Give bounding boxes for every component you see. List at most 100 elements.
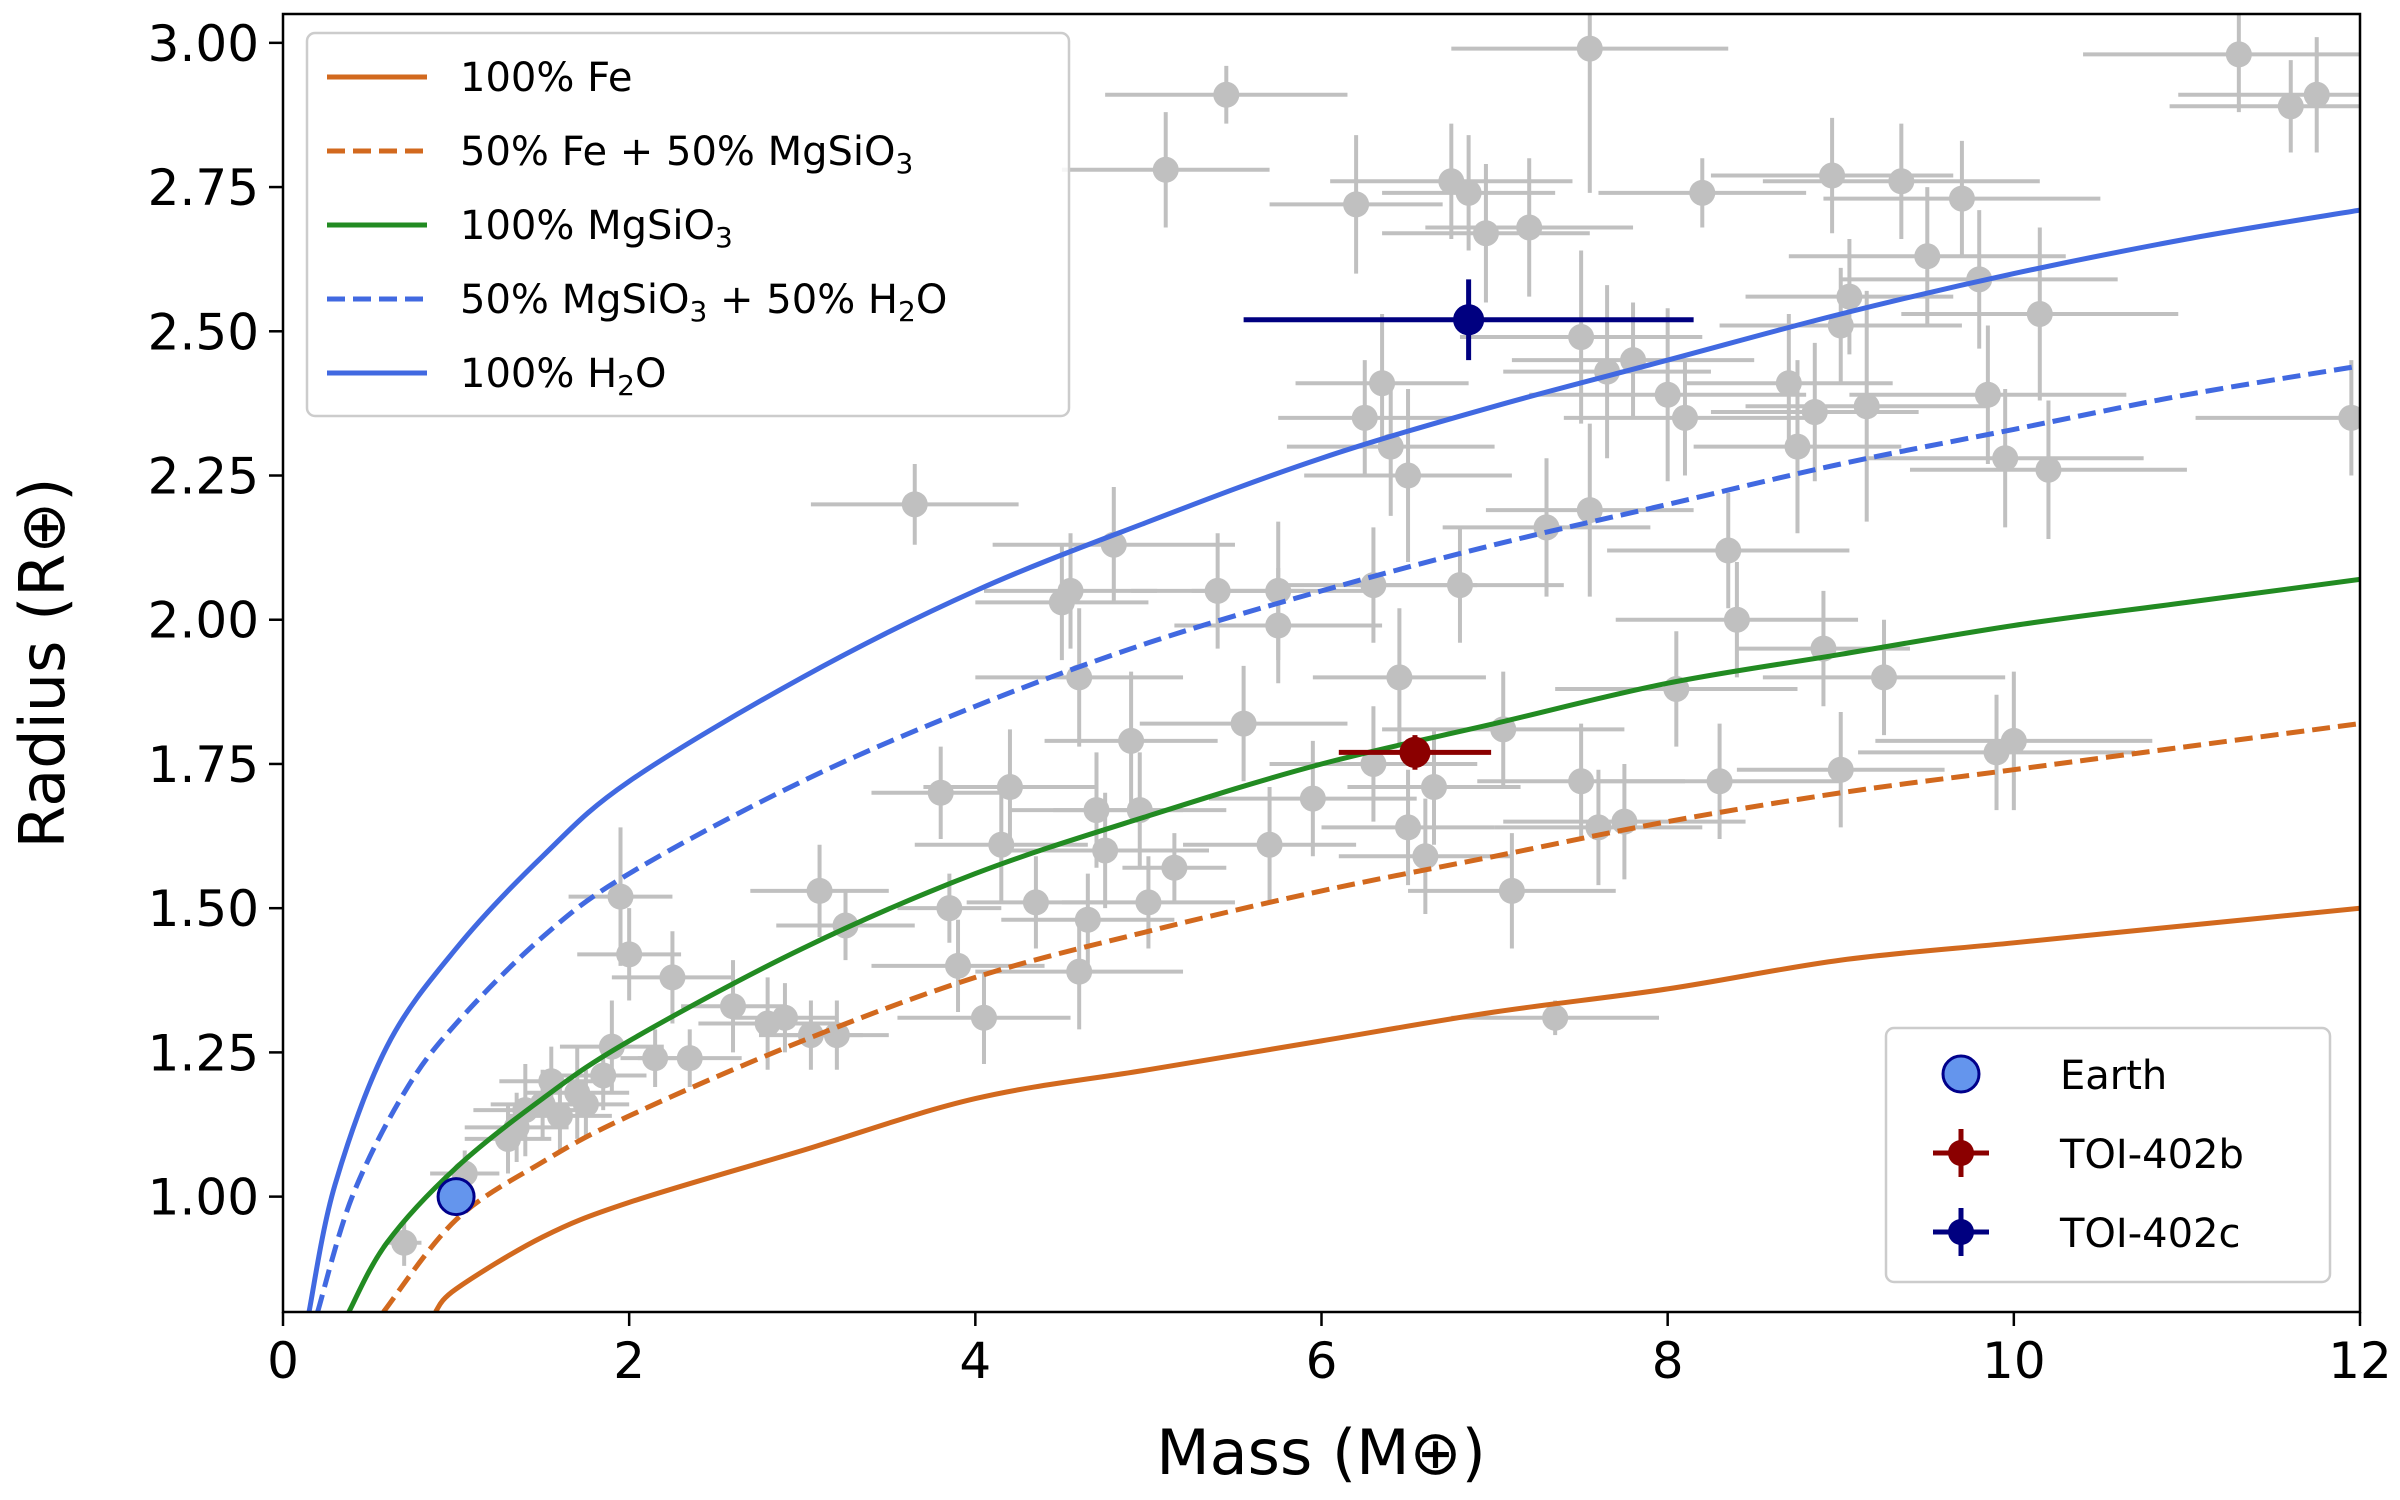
highlight-toi-402c [1243,279,1694,361]
model-curve-2 [346,576,2360,1312]
background-planet-marker [607,883,634,910]
background-planet-30 [923,729,1097,845]
legend-point-label: TOI-402b [2059,1132,2244,1178]
background-planet-marker [1412,843,1439,870]
background-planet-12 [568,827,673,966]
legend-model-label: 50% Fe + 50% MgSiO3 [460,129,913,180]
background-planet-marker [546,1102,573,1129]
legend-subscript: 2 [617,369,635,402]
legend-model-entry-4: 100% H2O [327,351,666,402]
legend-text-part: 100% MgSiO [460,203,715,249]
background-planet-marker [1888,168,1915,195]
background-planet-54 [1269,706,1478,822]
legend-model-label: 100% Fe [460,55,633,101]
model-curves [306,207,2360,1312]
background-planet-48 [1183,787,1357,903]
background-planet-marker [1135,889,1162,916]
legend-text-part: 50% Fe + 50% MgSiO [460,129,896,175]
background-planet-marker [1689,179,1716,206]
model-curve-3 [315,363,2360,1312]
background-planet-96 [1762,619,2006,736]
background-planet-marker [1784,433,1811,460]
background-planet-43 [1122,833,1227,903]
background-planet-marker [1576,35,1603,62]
background-planet-marker [1265,612,1292,639]
x-tick-label: 8 [1652,1332,1684,1390]
background-planet-70 [1442,458,1651,597]
background-planet-28 [897,971,1071,1064]
background-planet-87 [1684,313,1893,453]
background-planet-64 [1356,527,1564,643]
background-planet-60 [1304,388,1512,563]
background-planet-58 [1312,608,1486,747]
background-planet-marker [2035,456,2062,483]
background-planet-marker [1152,156,1179,183]
background-planet-marker [616,941,643,968]
background-planet-marker [1256,831,1283,858]
background-planet-marker [1576,497,1603,524]
background-planet-marker [1386,664,1413,691]
background-planet-marker [1161,854,1188,881]
legend-text-part: O [916,277,947,323]
background-planet-13 [577,908,682,1001]
background-planet-marker [1827,756,1854,783]
background-planet-marker [1914,243,1941,270]
background-planet-104 [1875,671,2153,811]
highlight-marker [1399,736,1431,768]
x-axis-ticks: 0 2 4 6 8 10 12 [267,1312,2392,1390]
background-planet-36 [1001,873,1175,966]
background-planet-marker [1351,404,1378,431]
background-planet-16 [637,1029,742,1088]
background-planet-marker [823,1022,850,1049]
legend-text-part: + 50% H [707,277,898,323]
legend-point-marker [1948,1219,1974,1245]
highlighted-planets [436,279,1694,1217]
background-planet-105 [1901,227,2179,401]
background-planet-44 [1061,112,1270,228]
background-planet-marker [1446,572,1473,599]
y-tick-label: 2.75 [148,159,259,217]
legend-model-label: 100% MgSiO3 [460,203,733,254]
legend-point-entry-0: Earth [1941,1053,2167,1099]
background-planet-85 [1607,492,1850,609]
background-planet-marker [945,952,972,979]
legend-point-label: TOI-402c [2059,1211,2241,1257]
legend-points: Earth TOI-402b TOI-402c [1884,1026,2332,1284]
background-planet-95 [1745,290,1988,522]
background-planet-marker [1871,664,1898,691]
background-planet-marker [806,877,833,904]
background-planet-77 [1503,285,1711,459]
background-planet-marker [1343,191,1370,218]
background-planet-45 [1105,65,1348,124]
legend-models: 100% Fe 50% Fe + 50% MgSiO3 100% MgSiO3 50%… [305,31,1071,418]
x-tick-label: 4 [959,1332,991,1390]
background-planet-marker [1775,370,1802,397]
background-planet-86 [1615,562,1859,678]
background-planet-marker [1213,81,1240,108]
highlight-earth [436,1177,476,1217]
x-tick-label: 12 [2328,1332,2392,1390]
background-planet-97 [1762,123,2040,239]
x-tick-label: 10 [1982,1332,2046,1390]
background-planet-marker [1074,906,1101,933]
background-planet-marker [2000,727,2027,754]
background-planet-65 [1382,135,1556,251]
highlight-marker [436,1177,476,1217]
legend-point-marker [1948,1140,1974,1166]
legend-model-label: 100% H2O [460,351,666,402]
background-planet-marker [1455,179,1482,206]
model-curve-0 [433,905,2360,1312]
background-planet-marker [970,1004,997,1031]
background-planet-marker [1516,214,1543,241]
background-planet-marker [1723,606,1750,633]
legend-subscript: 2 [898,295,916,328]
legend-text-part: 50% MgSiO [460,277,690,323]
legend-text-part: 100% Fe [460,55,633,101]
background-planet-110 [2195,360,2360,476]
background-planet-106 [1909,400,2187,539]
background-planet-marker [2225,41,2252,68]
background-planet-marker [590,1062,617,1089]
background-planet-marker [1827,312,1854,339]
background-planet-51 [1208,740,1417,857]
y-axis-ticks: 1.00 1.25 1.50 1.75 2.00 2.25 2.50 2.75 3.00 [148,15,283,1227]
